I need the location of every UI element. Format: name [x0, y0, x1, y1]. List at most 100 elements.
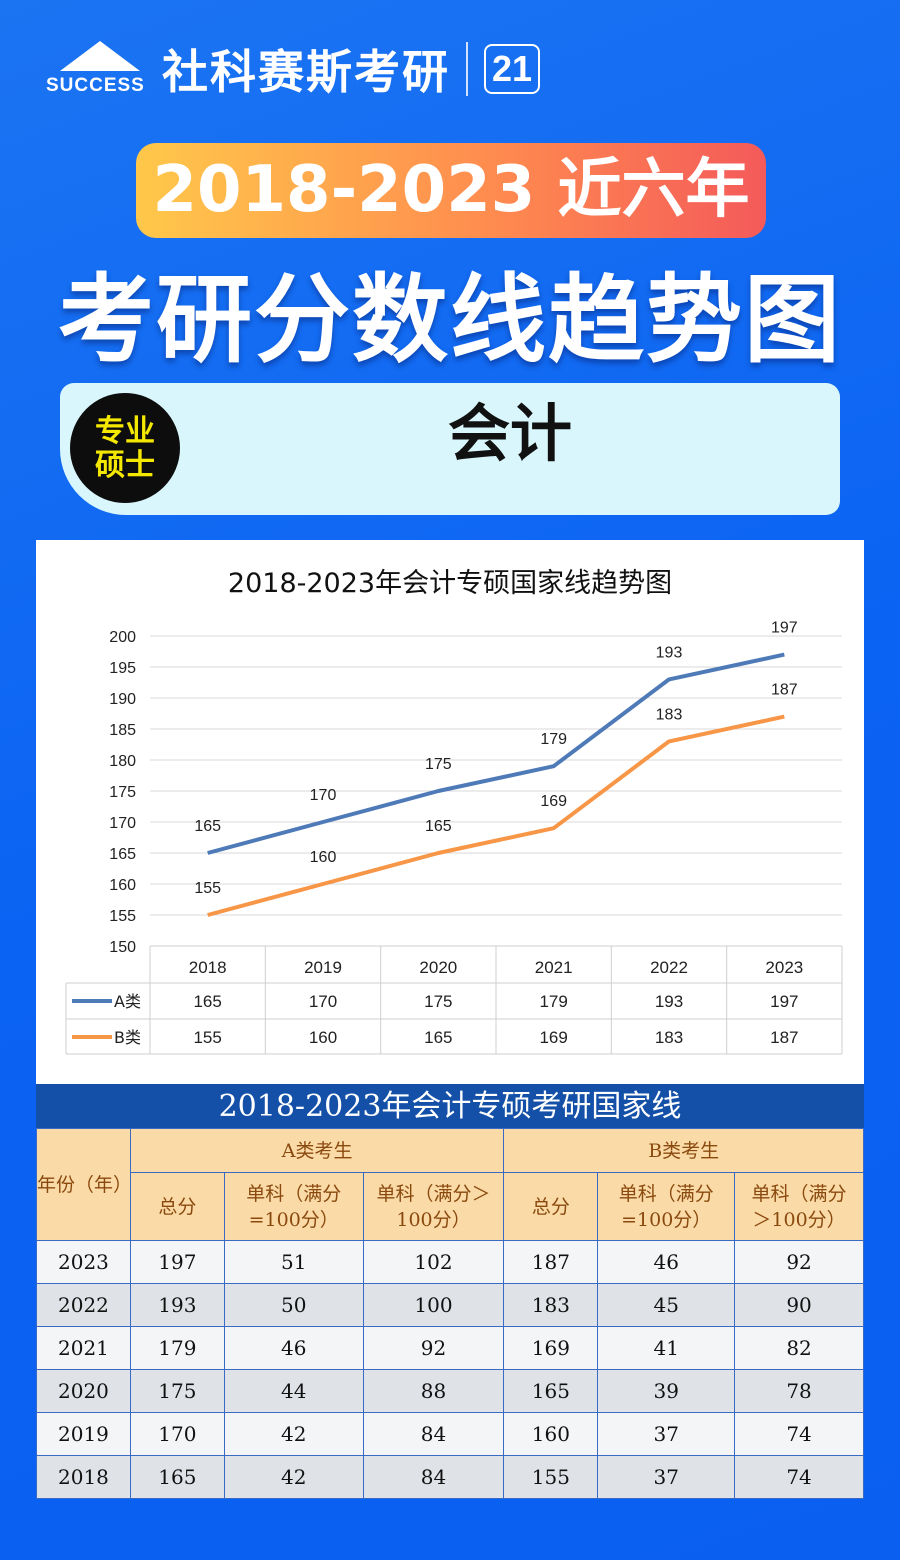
y-tick-label: 185	[109, 722, 136, 739]
table-cell: 37	[597, 1412, 736, 1456]
data-label: 193	[656, 644, 683, 661]
table-cell: 90	[734, 1283, 864, 1327]
legend-label: B类	[114, 1028, 141, 1047]
data-label: 165	[425, 818, 452, 835]
data-label: 155	[194, 880, 221, 897]
series-line-A类	[207, 652, 785, 855]
table-cell: 169	[503, 1326, 599, 1370]
column-header: 单科（满分＞100分）	[734, 1172, 864, 1241]
x-tick-label: 2021	[535, 958, 573, 977]
data-label: 197	[771, 620, 798, 637]
table-cell: 78	[734, 1369, 864, 1413]
table-caption: 2018-2023年会计专硕考研国家线	[36, 1084, 864, 1128]
series-line-B类	[207, 714, 785, 917]
data-label: 169	[540, 793, 567, 810]
data-table-value: 170	[309, 992, 337, 1011]
data-table-value: 179	[539, 992, 567, 1011]
table-cell: 2019	[36, 1412, 131, 1456]
table-cell: 74	[734, 1455, 864, 1499]
data-table-value: 169	[539, 1028, 567, 1047]
table-cell: 183	[503, 1283, 599, 1327]
data-label: 183	[656, 706, 683, 723]
table-cell: 193	[129, 1283, 225, 1327]
year-header: 年份（年）	[36, 1128, 132, 1241]
y-tick-label: 150	[109, 939, 136, 956]
table-cell: 165	[503, 1369, 599, 1413]
x-tick-label: 2020	[419, 958, 457, 977]
column-header: 总分	[503, 1172, 599, 1241]
chart-svg: 2018-2023年会计专硕国家线趋势图 150 155 160 165 170 175 1…	[65, 568, 843, 1055]
group-a-header: A类考生	[129, 1128, 505, 1173]
table-cell: 197	[129, 1240, 225, 1284]
column-header: 总分	[129, 1172, 225, 1241]
table-cell: 74	[734, 1412, 864, 1456]
table-cell: 84	[362, 1455, 505, 1499]
chart-title: 2018-2023年会计专硕国家线趋势图	[228, 568, 672, 599]
year-range-banner: 2018-2023 近六年	[136, 143, 766, 238]
table-cell: 88	[362, 1369, 505, 1413]
success-logo-icon: SUCCESS	[46, 41, 154, 97]
table-cell: 44	[223, 1369, 364, 1413]
table-cell: 42	[223, 1412, 364, 1456]
data-label: 187	[771, 682, 798, 699]
table-cell: 50	[223, 1283, 364, 1327]
table-row: 2023 197 51 102 187 46 92	[36, 1240, 864, 1284]
major-name: 会计	[447, 397, 572, 470]
table-cell: 155	[503, 1455, 599, 1499]
table-cell: 100	[362, 1283, 505, 1327]
y-tick-label: 175	[109, 784, 136, 801]
table-cell: 187	[503, 1240, 599, 1284]
data-table-value: 193	[655, 992, 683, 1011]
degree-badge: 专业 硕士	[70, 393, 180, 503]
table-cell: 170	[129, 1412, 225, 1456]
table-cell: 82	[734, 1326, 864, 1370]
subject-box: 专业 硕士 会计	[60, 383, 840, 515]
x-tick-label: 2019	[304, 958, 342, 977]
table-cell: 2022	[36, 1283, 131, 1327]
table-cell: 41	[597, 1326, 736, 1370]
page-title: 考研分数线趋势图	[58, 264, 842, 376]
x-tick-label: 2022	[650, 958, 688, 977]
table-cell: 2020	[36, 1369, 131, 1413]
data-table-value: 165	[424, 1028, 452, 1047]
badge-line1: 专业	[95, 414, 155, 449]
table-cell: 2018	[36, 1455, 131, 1499]
legend-label: A类	[114, 992, 141, 1011]
data-label: 165	[194, 818, 221, 835]
data-label: 175	[425, 756, 452, 773]
y-tick-label: 195	[109, 660, 136, 677]
x-tick-label: 2023	[765, 958, 803, 977]
y-tick-label: 155	[109, 908, 136, 925]
table-row: 2018 165 42 84 155 37 74	[36, 1455, 864, 1499]
divider	[466, 42, 468, 96]
data-label: 160	[310, 849, 337, 866]
data-table-value: 187	[770, 1028, 798, 1047]
table-row: 2022 193 50 100 183 45 90	[36, 1283, 864, 1327]
table-cell: 42	[223, 1455, 364, 1499]
y-tick-label: 180	[109, 753, 136, 770]
score-table: 2018-2023年会计专硕考研国家线 年份（年） A类考生 B类考生 总分 单科（满…	[36, 1084, 864, 1499]
y-tick-label: 190	[109, 691, 136, 708]
table-cell: 102	[362, 1240, 505, 1284]
y-tick-label: 160	[109, 877, 136, 894]
table-cell: 175	[129, 1369, 225, 1413]
table-row: 2020 175 44 88 165 39 78	[36, 1369, 864, 1413]
data-table-value: 160	[309, 1028, 337, 1047]
table-cell: 46	[597, 1240, 736, 1284]
column-header: 单科（满分＞100分）	[362, 1172, 505, 1241]
table-cell: 37	[597, 1455, 736, 1499]
table-cell: 179	[129, 1326, 225, 1370]
brand-logo: SUCCESS 社科赛斯考研 21	[46, 36, 541, 102]
table-cell: 46	[223, 1326, 364, 1370]
y-tick-label: 170	[109, 815, 136, 832]
column-header: 单科（满分=100分）	[597, 1172, 736, 1241]
data-table-value: 175	[424, 992, 452, 1011]
table-cell: 165	[129, 1455, 225, 1499]
table-cell: 39	[597, 1369, 736, 1413]
y-tick-label: 200	[109, 629, 136, 646]
brand-name: 社科赛斯考研	[162, 45, 450, 99]
table-cell: 2021	[36, 1326, 131, 1370]
line-chart: 2018-2023年会计专硕国家线趋势图 150 155 160 165 170 175 1…	[36, 540, 864, 1084]
data-label: 179	[540, 731, 567, 748]
group-b-header: B类考生	[503, 1128, 864, 1173]
